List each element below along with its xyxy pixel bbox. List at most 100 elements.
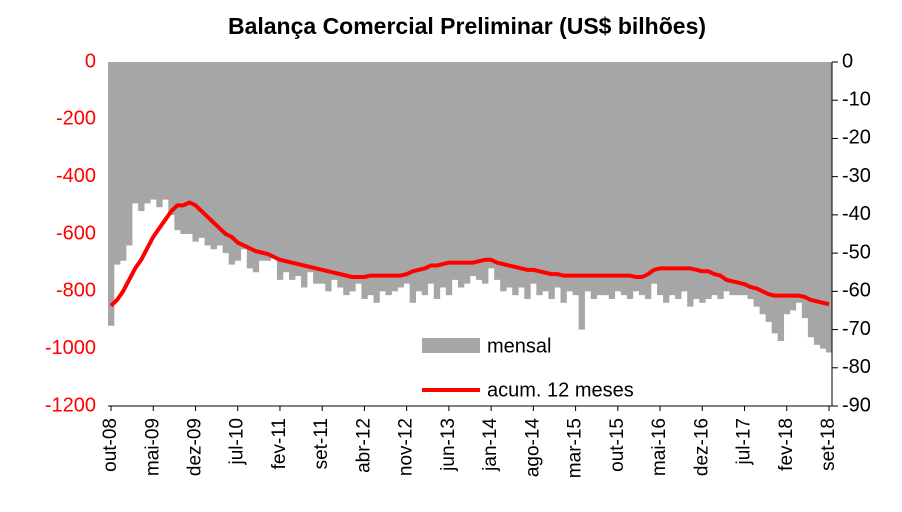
- bar: [463, 62, 471, 284]
- bar: [114, 62, 121, 265]
- bar: [150, 62, 157, 200]
- bar: [216, 62, 223, 246]
- x-tick-label: dez-16: [691, 418, 712, 476]
- bar: [240, 62, 248, 250]
- bar: [542, 62, 549, 292]
- bar: [313, 62, 320, 284]
- y2-tick-label: 0: [842, 50, 853, 72]
- bar: [644, 62, 652, 299]
- bar: [554, 62, 561, 288]
- bar: [373, 62, 380, 303]
- bar: [156, 62, 163, 208]
- bar: [204, 62, 211, 246]
- bar: [391, 62, 398, 292]
- bar: [144, 62, 151, 204]
- bar: [445, 62, 453, 296]
- bar: [807, 62, 815, 338]
- bar: [512, 62, 519, 296]
- legend-swatch: [422, 338, 480, 353]
- bar: [687, 62, 694, 307]
- bar: [771, 62, 778, 334]
- bar: [638, 62, 646, 296]
- bar: [349, 62, 356, 292]
- bar: [681, 62, 688, 292]
- x-tick-label: fev-11: [269, 418, 290, 469]
- bar: [433, 62, 441, 299]
- bar: [482, 62, 489, 284]
- y2-tick-label: -30: [842, 165, 871, 187]
- x-tick-label: fev-18: [776, 418, 797, 471]
- bar: [741, 62, 748, 296]
- bar: [765, 62, 772, 322]
- bar: [777, 62, 785, 342]
- y-tick-label: -800: [56, 280, 96, 302]
- bar: [620, 62, 628, 296]
- bar: [729, 62, 736, 296]
- bar: [759, 62, 766, 315]
- y-tick-label: -1200: [45, 394, 96, 416]
- bar: [301, 62, 308, 288]
- bar: [228, 62, 235, 265]
- bar: [162, 62, 169, 200]
- x-tick-label: jul-17: [734, 418, 755, 465]
- bar: [494, 62, 501, 280]
- bar: [614, 62, 622, 292]
- bar: [717, 62, 724, 299]
- bar: [789, 62, 797, 311]
- bar: [198, 62, 205, 238]
- y2-tick-label: -70: [842, 318, 871, 340]
- bar: [699, 62, 706, 303]
- y2-tick-label: -90: [842, 394, 871, 416]
- x-tick-label: out-08: [100, 418, 121, 472]
- bar: [367, 62, 374, 296]
- bar: [753, 62, 760, 307]
- bar: [126, 62, 133, 246]
- bar: [536, 62, 543, 296]
- bar: [608, 62, 616, 299]
- bar: [657, 62, 664, 296]
- bar: [120, 62, 127, 261]
- bar: [355, 62, 362, 284]
- bar: [590, 62, 597, 299]
- y2-tick-label: -10: [842, 89, 871, 111]
- bar: [168, 62, 175, 215]
- bar: [180, 62, 187, 234]
- bar: [578, 62, 585, 330]
- bar: [584, 62, 591, 292]
- y-tick-label: -1000: [45, 337, 96, 359]
- bar: [602, 62, 610, 296]
- legend-label: mensal: [487, 335, 551, 357]
- y-tick-label: -400: [56, 165, 96, 187]
- bar: [343, 62, 350, 296]
- y-tick-label: -600: [56, 222, 96, 244]
- bar: [331, 62, 338, 280]
- x-tick-label: jul-10: [227, 418, 248, 465]
- bar: [397, 62, 404, 288]
- bar: [735, 62, 742, 296]
- bar: [548, 62, 555, 299]
- bar: [783, 62, 791, 315]
- bar: [132, 62, 139, 204]
- bar: [560, 62, 567, 303]
- bar: [663, 62, 670, 303]
- bar: [801, 62, 809, 319]
- bar: [572, 62, 579, 296]
- y2-tick-label: -80: [842, 356, 871, 378]
- bar: [500, 62, 507, 292]
- y2-tick-label: -40: [842, 203, 871, 225]
- bar: [524, 62, 531, 299]
- y-tick-label: -200: [56, 108, 96, 130]
- bar: [566, 62, 573, 292]
- x-tick-label: dez-09: [184, 418, 205, 476]
- bar: [385, 62, 392, 296]
- chart-title: Balança Comercial Preliminar (US$ bilhõe…: [228, 13, 706, 39]
- bar: [693, 62, 700, 299]
- bar: [451, 62, 459, 280]
- bar: [174, 62, 181, 231]
- bar: [282, 62, 290, 273]
- bar: [439, 62, 447, 288]
- bar: [252, 62, 260, 273]
- bar: [626, 62, 634, 299]
- bar: [747, 62, 754, 299]
